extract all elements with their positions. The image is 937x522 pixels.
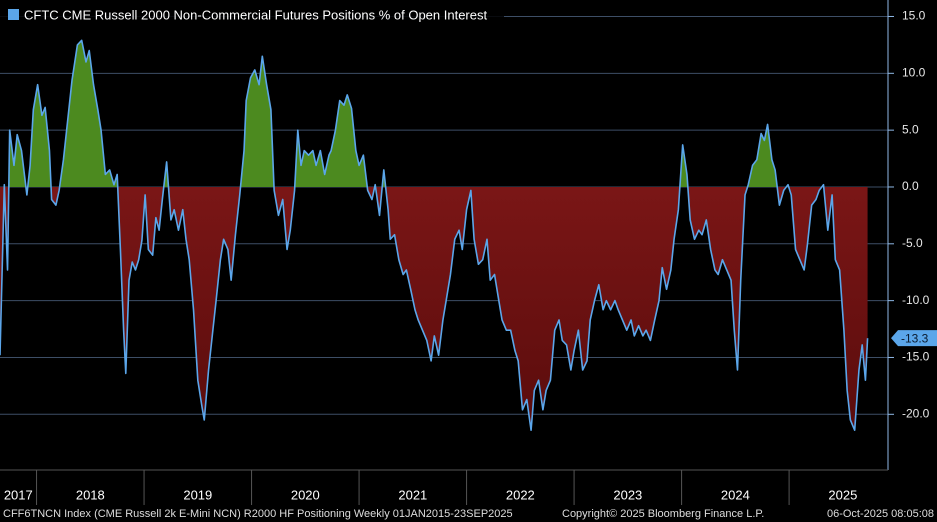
y-tick-label: 15.0 xyxy=(902,9,926,23)
series-line xyxy=(0,39,869,432)
legend-label: CFTC CME Russell 2000 Non-Commercial Fut… xyxy=(24,7,487,22)
y-tick-label: -5.0 xyxy=(902,236,923,250)
last-value-flag xyxy=(891,330,937,347)
x-tick-label: 2022 xyxy=(506,487,535,502)
x-tick-label: 2019 xyxy=(183,487,212,502)
last-value-label: -13.3 xyxy=(901,331,929,345)
footer-timestamp: 06-Oct-2025 08:05:08 xyxy=(827,508,934,520)
x-tick-label: 2023 xyxy=(613,487,642,502)
legend-box xyxy=(0,0,504,32)
legend-swatch xyxy=(8,9,19,20)
negative-area xyxy=(0,186,868,431)
y-tick-label: 5.0 xyxy=(902,122,919,136)
x-tick-label: 2018 xyxy=(76,487,105,502)
y-tick-label: -10.0 xyxy=(902,293,930,307)
x-tick-label: 2024 xyxy=(721,487,750,502)
y-tick-label: 0.0 xyxy=(902,179,919,193)
y-tick-label: -15.0 xyxy=(902,350,930,364)
footer-source: CFF6TNCN Index (CME Russell 2k E-Mini NC… xyxy=(3,508,513,520)
x-tick-label: 2021 xyxy=(398,487,427,502)
y-tick-label: -20.0 xyxy=(902,406,930,420)
positive-area xyxy=(0,40,868,187)
x-tick-label: 2025 xyxy=(828,487,857,502)
x-tick-label: 2020 xyxy=(291,487,320,502)
x-tick-label: 2017 xyxy=(4,487,33,502)
y-tick-label: 10.0 xyxy=(902,65,926,79)
footer-copyright: Copyright© 2025 Bloomberg Finance L.P. xyxy=(562,508,764,520)
